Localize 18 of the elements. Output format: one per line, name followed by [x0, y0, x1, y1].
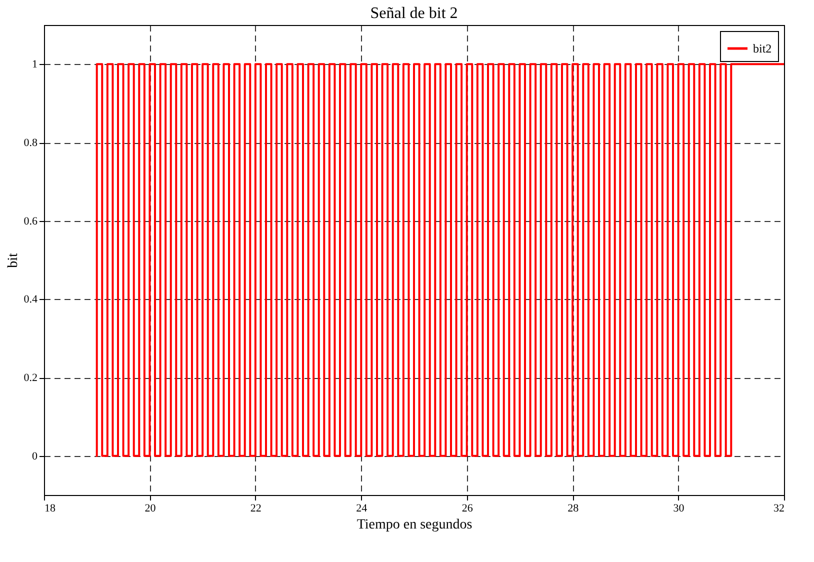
x-tick-label: 18: [44, 502, 56, 514]
legend-label: bit2: [753, 42, 772, 56]
x-tick-label: 28: [568, 502, 580, 514]
x-tick-label: 22: [250, 502, 262, 514]
x-tick-label: 30: [673, 502, 685, 514]
y-tick-label: 0.2: [24, 372, 38, 384]
x-axis-title: Tiempo en segundos: [356, 518, 472, 532]
x-tick-label: 24: [356, 502, 368, 514]
y-axis-title: bit: [6, 253, 21, 268]
y-tick-label: 1: [32, 58, 38, 71]
y-tick-label: 0.8: [24, 137, 38, 149]
chart-title: Señal de bit 2: [370, 5, 458, 22]
y-tick-label: 0: [32, 450, 38, 462]
x-tick-label: 32: [774, 502, 784, 514]
y-tick-label: 0.6: [24, 215, 38, 228]
y-tick-label: 0.4: [24, 294, 38, 306]
x-tick-label: 26: [462, 502, 474, 514]
x-tick-label: 20: [144, 502, 156, 514]
